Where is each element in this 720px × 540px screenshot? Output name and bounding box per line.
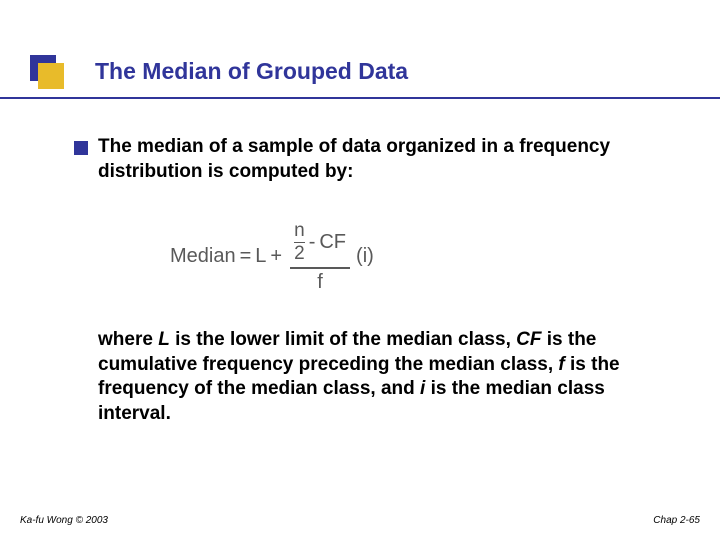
formula-outer-fraction: n 2 - CF f: [290, 220, 350, 294]
formula-i: (i): [356, 245, 374, 268]
formula-minus: -: [309, 231, 316, 254]
formula-row: Median = L + n 2 - CF f (i): [170, 220, 430, 294]
formula-inner-fraction: n 2: [294, 220, 305, 265]
inner-den: 2: [294, 243, 305, 265]
explanation: where L is the lower limit of the median…: [98, 328, 674, 427]
formula-lhs: Median: [170, 245, 236, 268]
title-accent: [30, 55, 64, 89]
bullet-marker: [74, 141, 88, 155]
formula-eq: =: [240, 245, 252, 268]
body-content: The median of a sample of data organized…: [74, 135, 674, 184]
bullet-item: The median of a sample of data organized…: [74, 135, 674, 184]
footer-right: Chap 2-65: [653, 515, 700, 526]
bullet-text: The median of a sample of data organized…: [98, 135, 674, 184]
slide-title: The Median of Grouped Data: [95, 58, 408, 85]
inner-num: n: [294, 220, 305, 242]
footer-left: Ka-fu Wong © 2003: [20, 515, 108, 526]
fraction-numerator: n 2 - CF: [290, 220, 350, 267]
explain-CF: CF: [516, 329, 541, 350]
fraction-denominator: f: [317, 269, 323, 294]
formula: Median = L + n 2 - CF f (i): [170, 220, 430, 294]
formula-L: L: [255, 245, 266, 268]
explain-L: L: [158, 329, 170, 350]
formula-CF: CF: [319, 231, 346, 254]
accent-square-front: [38, 63, 64, 89]
formula-plus: +: [270, 245, 282, 268]
explain-p1: where: [98, 329, 158, 350]
explain-p2: is the lower limit of the median class,: [170, 329, 516, 350]
title-underline: [0, 97, 720, 99]
